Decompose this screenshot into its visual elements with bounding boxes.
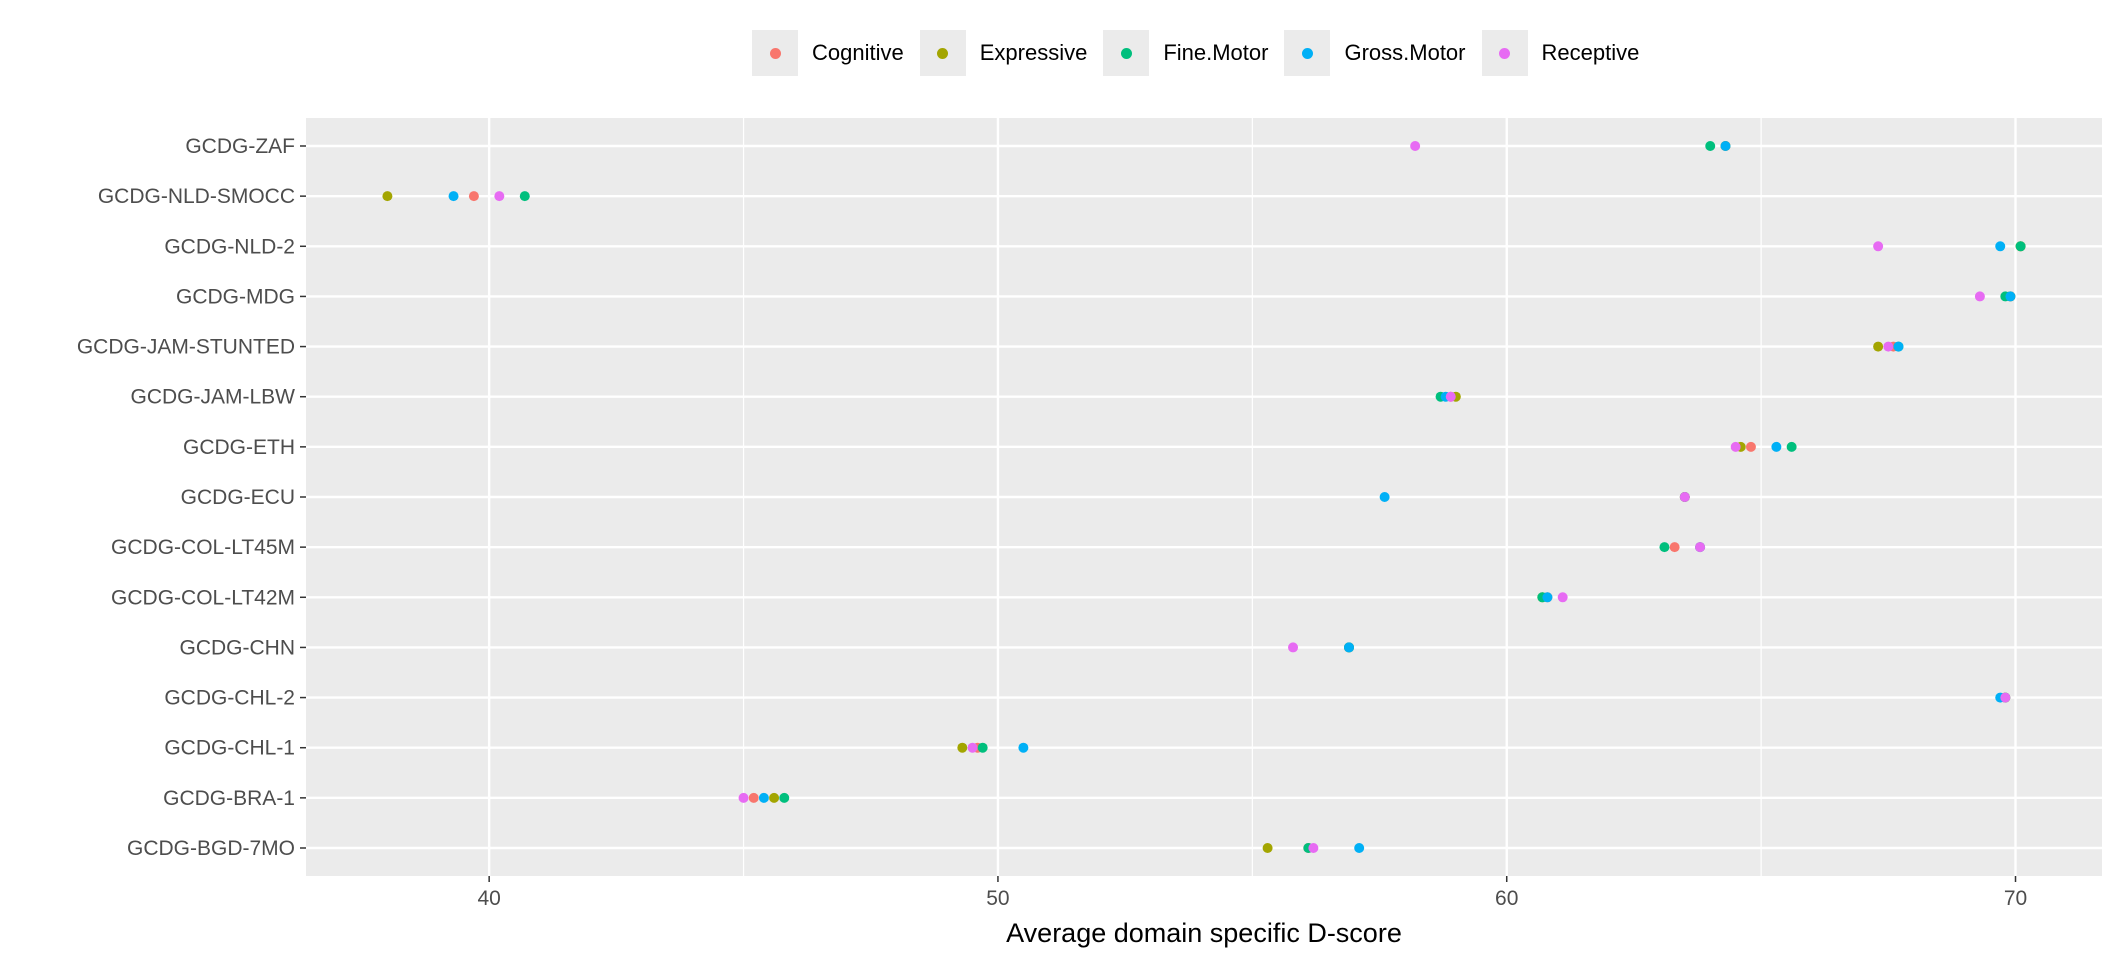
x-tick-label: 50 [986,887,1009,910]
point-receptive [1873,241,1884,252]
legend-label-receptive: Receptive [1541,40,1640,65]
legend-item-receptive: Receptive [1481,30,1640,76]
y-tick-label: GCDG-COL-LT42M [111,586,295,609]
y-tick-label: GCDG-ZAF [185,135,295,158]
y-tick-label: GCDG-MDG [176,285,295,308]
point-receptive [494,191,505,202]
y-tick-label: GCDG-JAM-STUNTED [77,336,295,359]
point-fine-motor [2015,241,2026,252]
y-tick-label: GCDG-NLD-2 [164,235,295,258]
point-receptive [1695,542,1706,553]
legend: Cognitive Expressive Fine.Motor Gross.Mo… [752,30,1655,76]
point-receptive [1308,843,1319,853]
point-receptive [1974,291,1985,302]
legend-dot-receptive [1499,47,1510,59]
point-gross-motor [1379,492,1390,502]
legend-label-cognitive: Cognitive [812,40,904,65]
point-receptive [2000,692,2011,703]
point-fine-motor [779,792,790,803]
legend-item-gross-motor: Gross.Motor [1284,30,1466,76]
x-tick-label: 70 [2004,887,2027,910]
legend-item-cognitive: Cognitive [752,30,904,76]
point-fine-motor [1705,141,1716,151]
point-receptive [1730,441,1741,452]
legend-key-expressive [919,30,966,76]
point-expressive [1262,843,1273,853]
legend-dot-gross-motor [1301,47,1313,59]
point-fine-motor [1786,441,1797,452]
point-gross-motor [758,792,769,803]
x-tick-label: 60 [1495,887,1518,910]
legend-item-expressive: Expressive [919,30,1088,76]
point-gross-motor [1542,592,1553,603]
point-cognitive [1669,542,1680,553]
y-tick-label: GCDG-JAM-LBW [131,386,296,409]
legend-label-gross-motor: Gross.Motor [1344,40,1466,65]
legend-key-receptive [1481,30,1528,76]
y-tick-label: GCDG-ECU [181,486,295,509]
legend-label-fine-motor: Fine.Motor [1163,40,1269,65]
x-axis: 40 50 60 70 [477,876,2027,910]
point-gross-motor [1720,141,1731,151]
y-tick-label: GCDG-NLD-SMOCC [98,185,295,208]
point-expressive [957,742,968,753]
point-gross-motor [1995,241,2006,252]
legend-key-gross-motor [1284,30,1331,76]
point-gross-motor [448,191,459,202]
point-cognitive [748,792,759,803]
point-receptive [1410,141,1421,151]
y-tick-label: GCDG-ETH [183,436,295,459]
x-tick-label: 40 [477,887,500,910]
point-gross-motor [1344,642,1355,653]
legend-dot-expressive [937,47,949,59]
point-receptive [1288,642,1299,653]
y-tick-label: GCDG-CHN [180,636,296,659]
x-axis-title: Average domain specific D-score [1006,918,1402,948]
legend-label-expressive: Expressive [979,40,1088,65]
y-axis: GCDG-ZAF GCDG-NLD-SMOCC GCDG-NLD-2 GCDG-MDG… [77,135,306,860]
grid-layer [306,118,2102,876]
point-cognitive [468,191,479,202]
point-receptive [1883,341,1894,352]
point-cognitive [1745,441,1756,452]
y-tick-label: GCDG-CHL-2 [164,687,295,710]
point-fine-motor [519,191,530,202]
point-gross-motor [1354,843,1365,853]
legend-key-fine-motor [1103,30,1150,76]
point-fine-motor [1659,542,1670,553]
points-layer [382,141,2026,853]
point-receptive [1445,391,1456,402]
legend-dot-fine-motor [1120,47,1132,59]
legend-item-fine-motor: Fine.Motor [1103,30,1268,76]
y-tick-label: GCDG-COL-LT45M [111,536,295,559]
point-receptive [1679,492,1690,502]
point-receptive [967,742,978,753]
point-expressive [382,191,393,202]
point-gross-motor [1893,341,1904,352]
point-gross-motor [1771,441,1782,452]
point-expressive [1873,341,1884,352]
point-expressive [769,792,780,803]
y-tick-label: GCDG-BRA-1 [163,787,295,810]
y-tick-label: GCDG-CHL-1 [164,737,295,760]
y-tick-label: GCDG-BGD-7MO [127,837,295,860]
legend-key-cognitive [752,30,798,76]
legend-dot-cognitive [769,47,781,59]
point-receptive [1557,592,1568,603]
point-fine-motor [977,742,988,753]
point-gross-motor [2005,291,2016,302]
point-gross-motor [1018,742,1029,753]
point-receptive [738,792,749,803]
